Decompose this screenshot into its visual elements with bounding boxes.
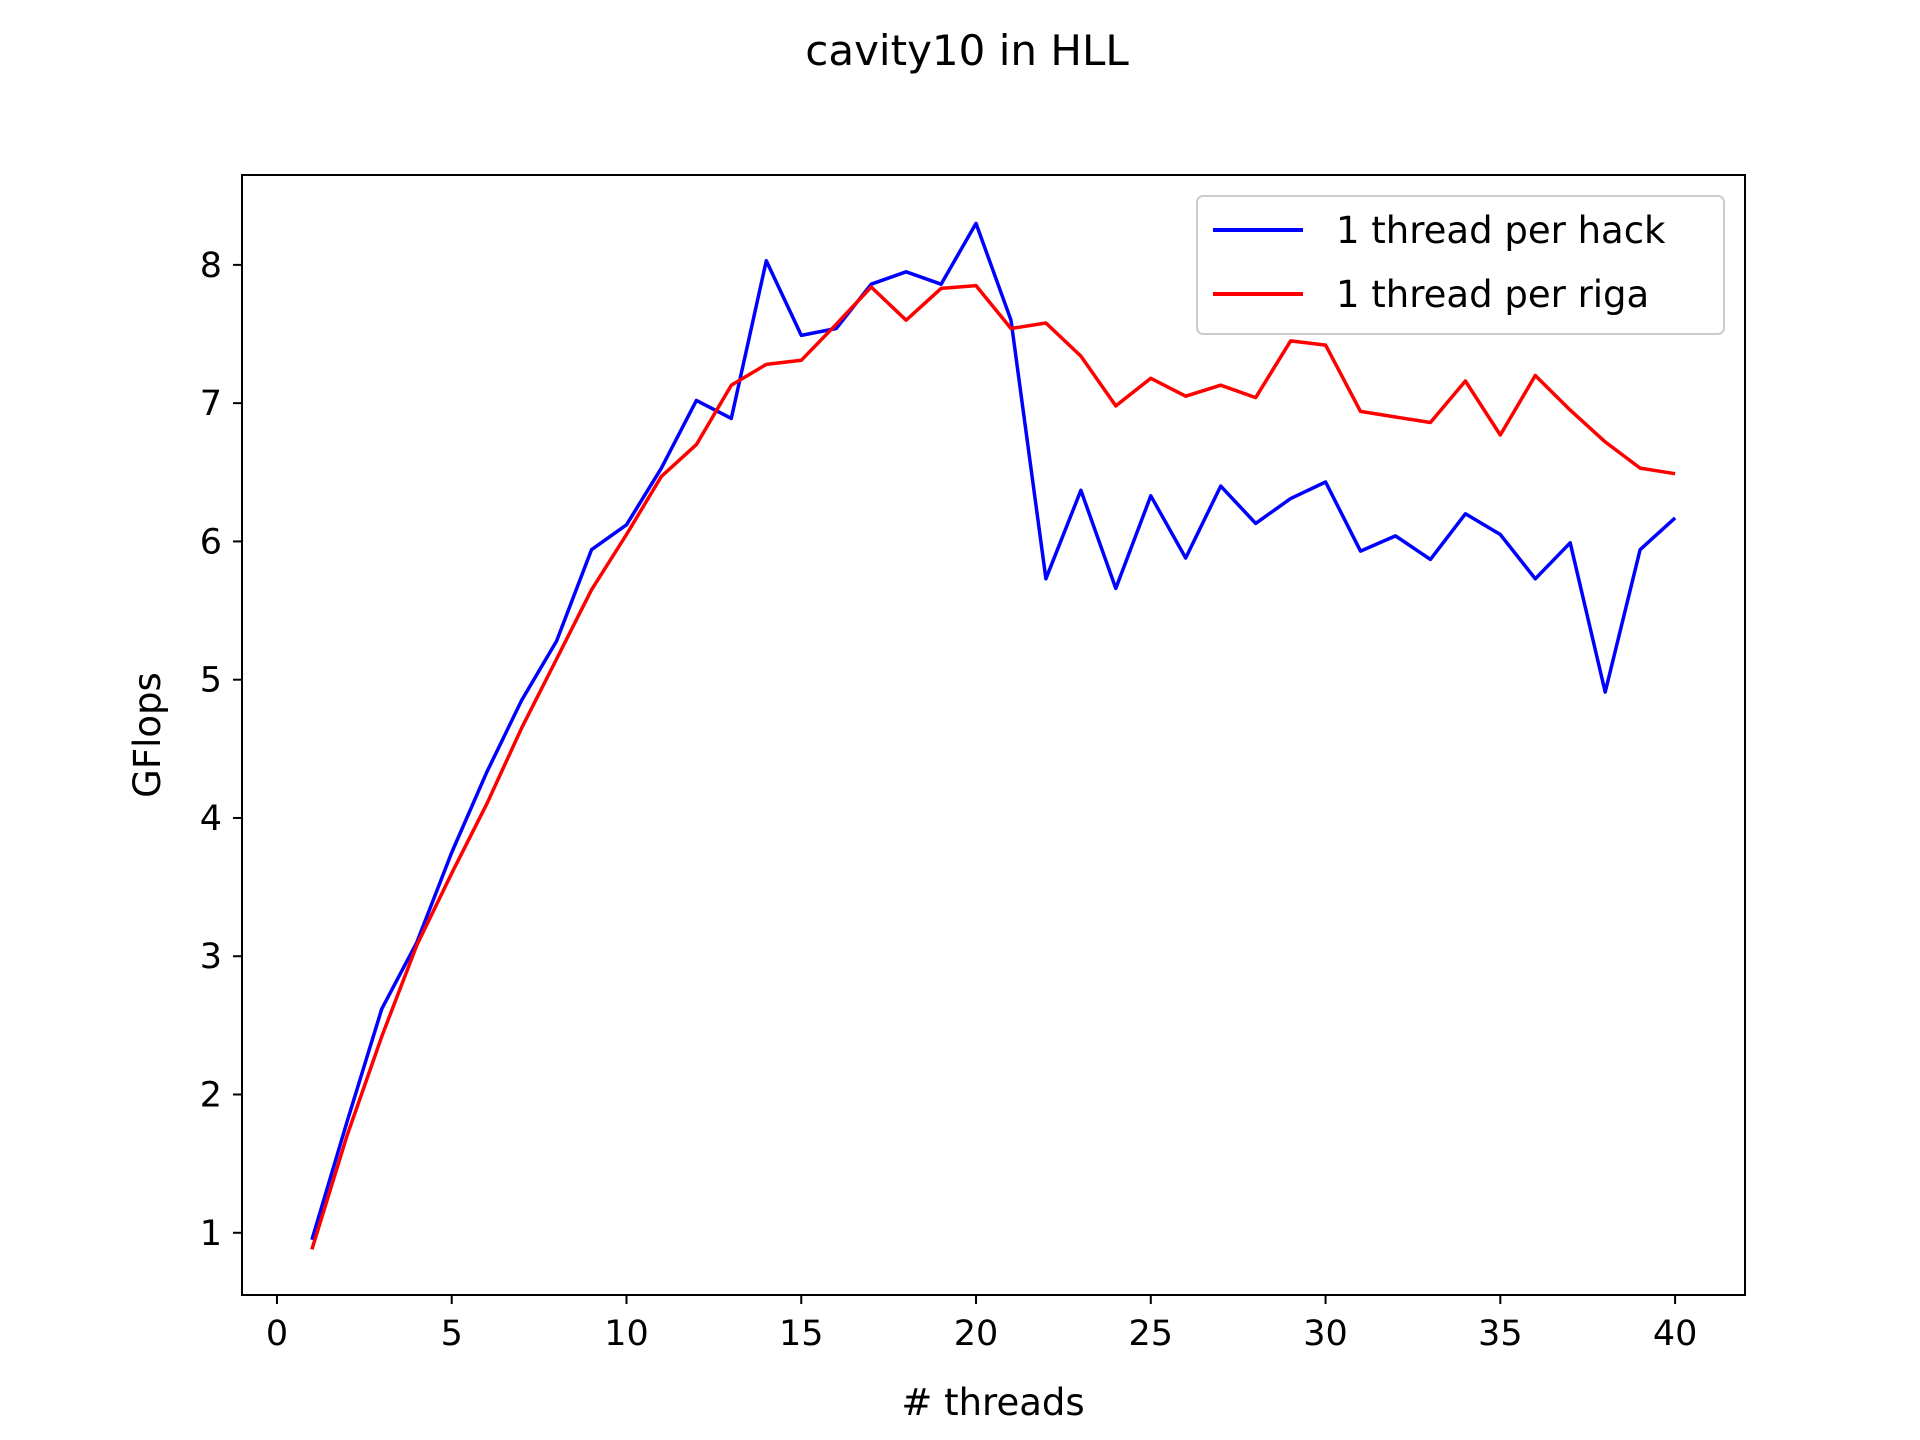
series-line-hack [310, 221, 1677, 1241]
plot-frame [241, 174, 1746, 1296]
y-tick-label: 6 [200, 522, 222, 562]
x-tick-label: 5 [441, 1314, 463, 1354]
x-tick-label: 0 [266, 1314, 288, 1354]
x-tick-label: 25 [1129, 1314, 1174, 1354]
legend-label-hack: 1 thread per hack [1336, 209, 1666, 252]
y-tick-label: 4 [200, 799, 222, 839]
y-axis: 1 2 3 4 5 6 7 8 [200, 246, 242, 1254]
y-tick-label: 2 [200, 1076, 222, 1116]
y-tick-label: 5 [200, 661, 222, 701]
chart-title: cavity10 in HLL [805, 26, 1129, 75]
legend-label-riga: 1 thread per riga [1336, 273, 1649, 316]
x-axis-label: # threads [901, 1381, 1084, 1424]
legend: 1 thread per hack 1 thread per riga [1196, 195, 1725, 335]
series-line-riga [310, 283, 1676, 1250]
y-tick-label: 1 [200, 1214, 222, 1254]
x-tick-label: 35 [1478, 1314, 1523, 1354]
x-tick-label: 30 [1303, 1314, 1348, 1354]
plot-area [310, 221, 1677, 1250]
legend-box [1196, 195, 1725, 335]
x-tick-label: 10 [604, 1314, 649, 1354]
y-tick-label: 3 [200, 937, 222, 977]
y-tick-label: 7 [200, 384, 222, 424]
y-axis-label: GFlops [126, 672, 169, 798]
x-tick-label: 20 [954, 1314, 999, 1354]
x-axis: 0 5 10 15 20 25 30 35 40 [266, 1295, 1698, 1354]
x-tick-label: 15 [779, 1314, 824, 1354]
x-tick-label: 40 [1653, 1314, 1698, 1354]
y-tick-label: 8 [200, 246, 222, 286]
